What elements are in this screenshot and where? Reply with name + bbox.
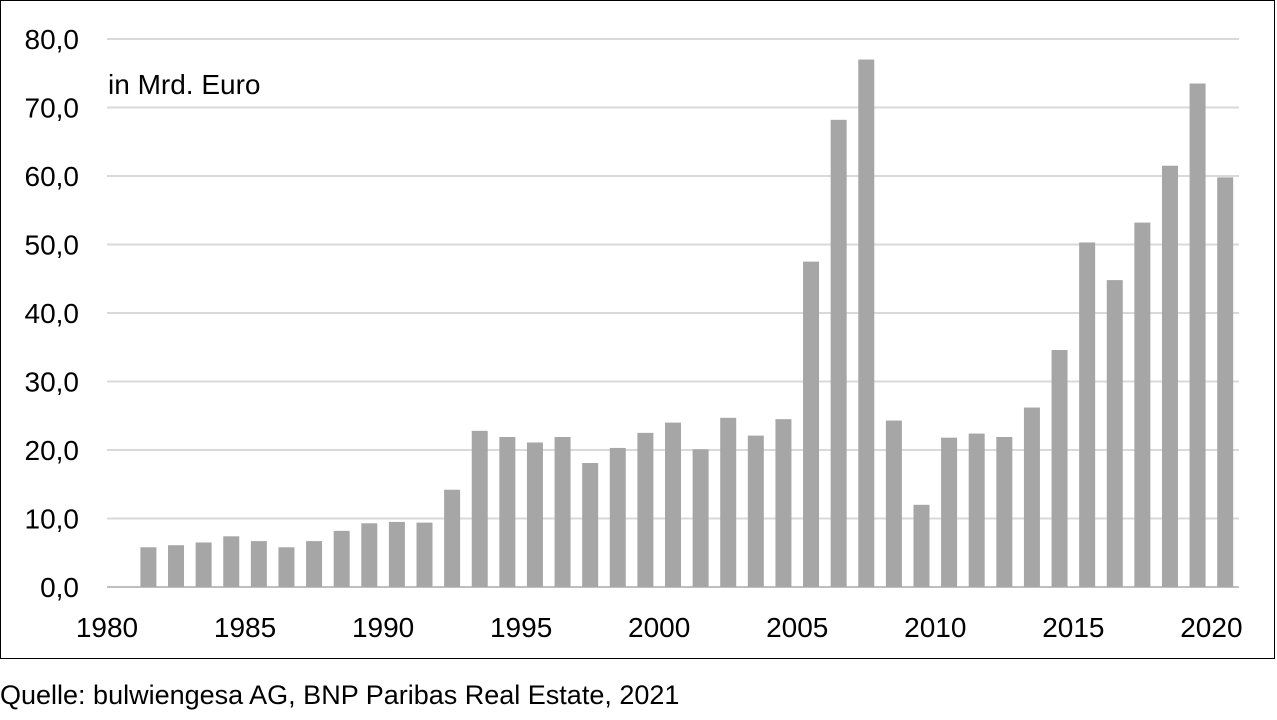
bar-2020 bbox=[1217, 177, 1234, 587]
bar-1984 bbox=[223, 536, 240, 587]
gridlines bbox=[107, 38, 1239, 588]
bar-2012 bbox=[996, 436, 1013, 587]
bar-2011 bbox=[968, 433, 985, 587]
bar-1999 bbox=[637, 432, 654, 587]
bar-1991 bbox=[416, 522, 433, 587]
y-tick-label: 20,0 bbox=[25, 435, 80, 466]
bar-1981 bbox=[140, 547, 157, 587]
x-tick-label: 1990 bbox=[352, 612, 414, 643]
bar-1996 bbox=[554, 436, 571, 587]
x-tick-label: 2005 bbox=[766, 612, 828, 643]
bar-1987 bbox=[306, 541, 323, 587]
y-axis-tick-labels: 0,0 10,0 20,0 30,0 40,0 50,0 60,0 70,0 80,0 bbox=[25, 24, 80, 603]
y-tick-label: 30,0 bbox=[25, 367, 80, 398]
bar-1994 bbox=[499, 436, 516, 587]
bar-2006 bbox=[830, 119, 847, 587]
bar-2004 bbox=[775, 419, 792, 587]
x-tick-label: 2000 bbox=[628, 612, 690, 643]
bar-2002 bbox=[720, 417, 737, 587]
bar-2003 bbox=[747, 435, 764, 587]
bar-1997 bbox=[582, 463, 599, 587]
y-tick-label: 70,0 bbox=[25, 93, 80, 124]
x-tick-label: 2020 bbox=[1180, 612, 1242, 643]
bar-chart: 0,0 10,0 20,0 30,0 40,0 50,0 60,0 70,0 80,0 1980… bbox=[25, 24, 1243, 643]
chart-frame: 0,0 10,0 20,0 30,0 40,0 50,0 60,0 70,0 80,0 1980… bbox=[0, 0, 1275, 659]
y-tick-label: 80,0 bbox=[25, 24, 80, 55]
bar-1985 bbox=[250, 541, 267, 587]
x-tick-label: 2015 bbox=[1042, 612, 1104, 643]
bar-2001 bbox=[692, 449, 709, 587]
bar-2008 bbox=[885, 420, 902, 587]
bar-2013 bbox=[1023, 407, 1040, 587]
bar-1989 bbox=[361, 523, 378, 587]
bar-2015 bbox=[1079, 242, 1096, 587]
x-axis-tick-labels: 1980 1985 1990 1995 2000 2005 2010 2015 2020 bbox=[76, 612, 1243, 643]
bar-2005 bbox=[803, 261, 820, 587]
x-tick-label: 2010 bbox=[904, 612, 966, 643]
y-tick-label: 0,0 bbox=[40, 572, 79, 603]
bar-1995 bbox=[526, 442, 543, 587]
bar-1998 bbox=[609, 447, 626, 587]
bar-1988 bbox=[333, 530, 350, 587]
bar-1982 bbox=[168, 545, 185, 587]
bar-2000 bbox=[665, 422, 681, 587]
bar-2016 bbox=[1106, 280, 1123, 587]
y-tick-label: 10,0 bbox=[25, 504, 80, 535]
bar-2017 bbox=[1134, 222, 1151, 587]
bar-2019 bbox=[1189, 83, 1206, 588]
bar-1983 bbox=[195, 542, 212, 587]
bar-2009 bbox=[913, 504, 930, 587]
bar-1990 bbox=[388, 521, 405, 587]
bar-1993 bbox=[471, 430, 488, 587]
bar-2010 bbox=[941, 437, 958, 587]
y-tick-label: 50,0 bbox=[25, 230, 80, 261]
bar-1992 bbox=[444, 489, 461, 587]
bar-1986 bbox=[278, 547, 295, 587]
bar-2007 bbox=[858, 59, 875, 588]
x-tick-label: 1985 bbox=[214, 612, 276, 643]
x-tick-label: 1995 bbox=[490, 612, 552, 643]
source-note: Quelle: bulwiengesa AG, BNP Paribas Real… bbox=[0, 680, 680, 710]
unit-label: in Mrd. Euro bbox=[108, 69, 261, 100]
x-tick-label: 1980 bbox=[76, 612, 138, 643]
bar-2014 bbox=[1051, 349, 1068, 587]
y-tick-label: 60,0 bbox=[25, 161, 80, 192]
bar-2018 bbox=[1161, 165, 1178, 587]
bars bbox=[140, 59, 1234, 588]
y-tick-label: 40,0 bbox=[25, 298, 80, 329]
